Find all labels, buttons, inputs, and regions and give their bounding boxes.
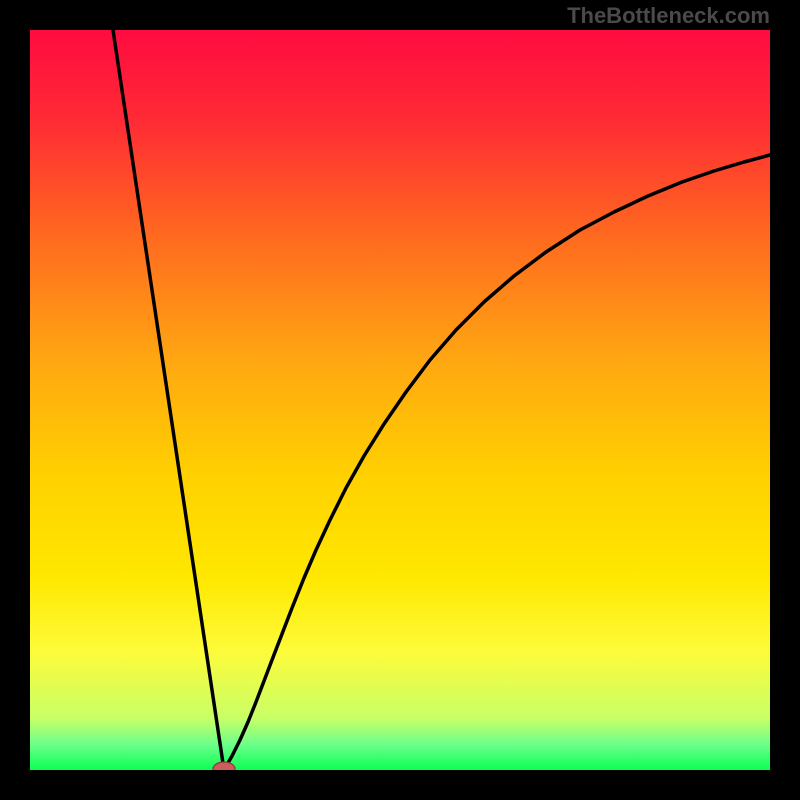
watermark-label: TheBottleneck.com — [567, 3, 770, 29]
plot-area — [30, 30, 770, 770]
chart-wrapper: TheBottleneck.com — [0, 0, 800, 800]
bottleneck-curve — [113, 30, 770, 770]
minimum-marker — [213, 762, 235, 770]
curve-layer — [30, 30, 770, 770]
